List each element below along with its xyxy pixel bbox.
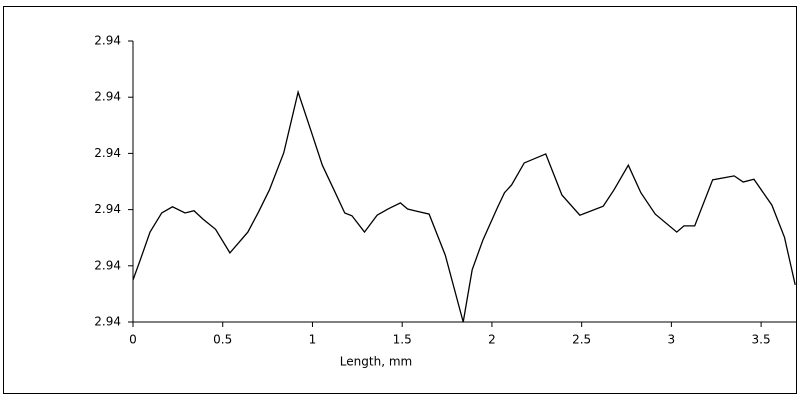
x-tick-label: 2.5 [572, 333, 591, 347]
y-tick-label: 2.94 [94, 34, 121, 48]
y-tick-label: 2.94 [94, 202, 121, 216]
x-tick-label: 3 [668, 333, 676, 347]
frame [3, 6, 797, 394]
x-tick-label: 0.5 [213, 333, 232, 347]
x-tick-label: 2 [488, 333, 496, 347]
y-tick-label: 2.94 [94, 146, 121, 160]
x-tick-label: 3.5 [752, 333, 771, 347]
y-tick-label: 2.94 [94, 315, 121, 329]
y-tick-label: 2.94 [94, 90, 121, 104]
x-axis-label: Length, mm [340, 355, 412, 369]
x-tick-label: 1.5 [393, 333, 412, 347]
data-line [132, 89, 796, 323]
y-tick-label: 2.94 [94, 258, 121, 272]
x-tick-label: 0 [129, 333, 137, 347]
x-tick-label: 1 [309, 333, 317, 347]
